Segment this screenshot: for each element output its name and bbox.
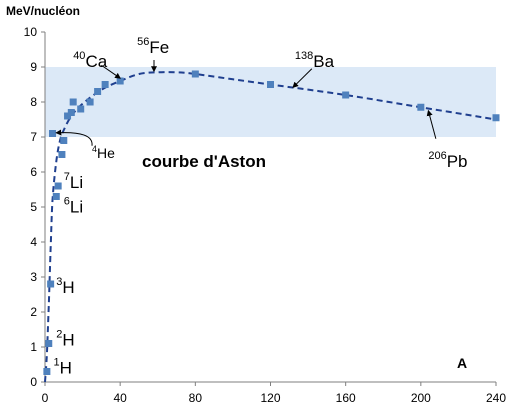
x-axis-label: A	[457, 355, 467, 371]
x-tick-label: 0	[42, 391, 49, 405]
isotope-label-li7: 7Li	[64, 171, 83, 192]
data-point	[69, 98, 77, 106]
isotope-label-li6: 6Li	[64, 195, 83, 216]
data-point	[77, 105, 85, 113]
data-point	[43, 368, 51, 375]
arrow-ca40	[101, 64, 121, 79]
y-tick-label: 10	[24, 25, 38, 39]
isotope-label-pb206: 206Pb	[428, 150, 467, 171]
isotope-label-h2: 2H	[56, 328, 74, 349]
isotope-label-ca40: 40Ca	[73, 50, 108, 71]
arrow-pb206	[426, 109, 437, 139]
y-tick-label: 5	[30, 200, 37, 214]
axes	[41, 31, 497, 386]
isotope-label-fe56: 56Fe	[137, 36, 169, 57]
isotope-label-h1: 1H	[53, 356, 71, 377]
data-point	[116, 77, 124, 85]
y-tick-label: 8	[30, 95, 37, 109]
stability-band	[45, 67, 496, 137]
arrow-ba138	[292, 68, 313, 89]
y-tick-label: 3	[30, 270, 37, 284]
isotope-label-h3: 3H	[56, 276, 74, 297]
y-tick-label: 6	[30, 165, 37, 179]
data-point	[54, 182, 62, 190]
y-tick-label: 2	[30, 305, 37, 319]
isotope-label-ba138: 138Ba	[295, 50, 335, 71]
data-point	[191, 70, 199, 78]
data-point	[49, 130, 57, 137]
y-tick-label: 4	[30, 235, 37, 249]
data-point	[47, 280, 55, 288]
data-point	[52, 193, 60, 200]
x-tick-label: 80	[189, 391, 203, 405]
x-tick-label: 240	[486, 391, 506, 405]
data-point	[67, 109, 75, 116]
isotope-label-he4: 4He	[92, 144, 115, 161]
data-point	[342, 91, 350, 99]
isotope-labels: 1H 2H 3H 6Li 7Li 4He 40Ca 56Fe 138Ba 206Pb	[53, 36, 467, 377]
x-tick-label: 200	[411, 391, 431, 405]
annotation-arrows	[55, 60, 437, 146]
data-point	[45, 340, 53, 347]
data-point	[101, 81, 109, 88]
tick-labels: 0 1 2 3 4 5 6 7 8 9 10 0 40 80 120 160 200 240	[24, 25, 507, 405]
arrow-he4	[55, 129, 93, 146]
data-point	[64, 112, 72, 120]
data-point	[94, 88, 102, 95]
x-tick-label: 40	[113, 391, 127, 405]
y-tick-label: 9	[30, 60, 37, 74]
data-point	[267, 81, 274, 88]
data-point	[86, 98, 94, 106]
y-tick-label: 0	[30, 375, 37, 389]
data-point	[60, 137, 68, 144]
y-axis-label: MeV/nucléon	[6, 4, 80, 18]
data-point	[492, 114, 500, 122]
y-tick-label: 1	[30, 340, 37, 354]
data-point	[417, 103, 425, 111]
x-tick-label: 160	[336, 391, 356, 405]
data-point	[58, 151, 66, 158]
x-tick-label: 120	[260, 391, 280, 405]
chart-title: courbe d'Aston	[142, 152, 266, 171]
data-points	[43, 70, 500, 375]
y-tick-label: 7	[30, 130, 37, 144]
